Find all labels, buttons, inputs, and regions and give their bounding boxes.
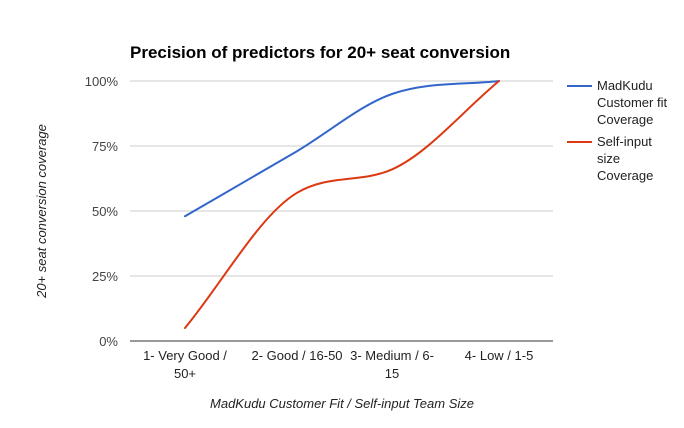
x-axis-ticks: 1- Very Good /50+ 2- Good / 16-50 3- Mediu…	[143, 348, 533, 381]
legend[interactable]: MadKudu Customer fit Coverage Self-input siz…	[567, 78, 667, 183]
legend-entry-1[interactable]: MadKudu Customer fit Coverage	[567, 78, 667, 127]
y-tick-label: 50%	[92, 204, 118, 219]
chart-title: Precision of predictors for 20+ seat con…	[130, 43, 510, 62]
series-line-1[interactable]	[184, 80, 500, 218]
legend-entry-2[interactable]: Self-input size Coverage	[567, 134, 653, 183]
series-line-2[interactable]	[184, 80, 500, 329]
y-axis-ticks: 0% 25% 50% 75% 100%	[85, 74, 119, 349]
gridlines	[130, 80, 553, 342]
x-tick-label: 3- Medium / 6-15	[350, 348, 434, 381]
series-lines	[184, 80, 500, 329]
y-tick-label: 0%	[99, 334, 118, 349]
y-tick-label: 100%	[85, 74, 119, 89]
x-tick-label: 4- Low / 1-5	[465, 348, 534, 363]
legend-label: MadKudu Customer fit Coverage	[597, 78, 667, 127]
x-axis-title: MadKudu Customer Fit / Self-input Team S…	[210, 396, 474, 411]
y-axis-title: 20+ seat conversion coverage	[34, 124, 49, 299]
x-tick-label: 1- Very Good /50+	[143, 348, 227, 381]
y-tick-label: 25%	[92, 269, 118, 284]
y-tick-label: 75%	[92, 139, 118, 154]
x-tick-label: 2- Good / 16-50	[251, 348, 342, 363]
legend-label: Self-input size Coverage	[597, 134, 653, 183]
